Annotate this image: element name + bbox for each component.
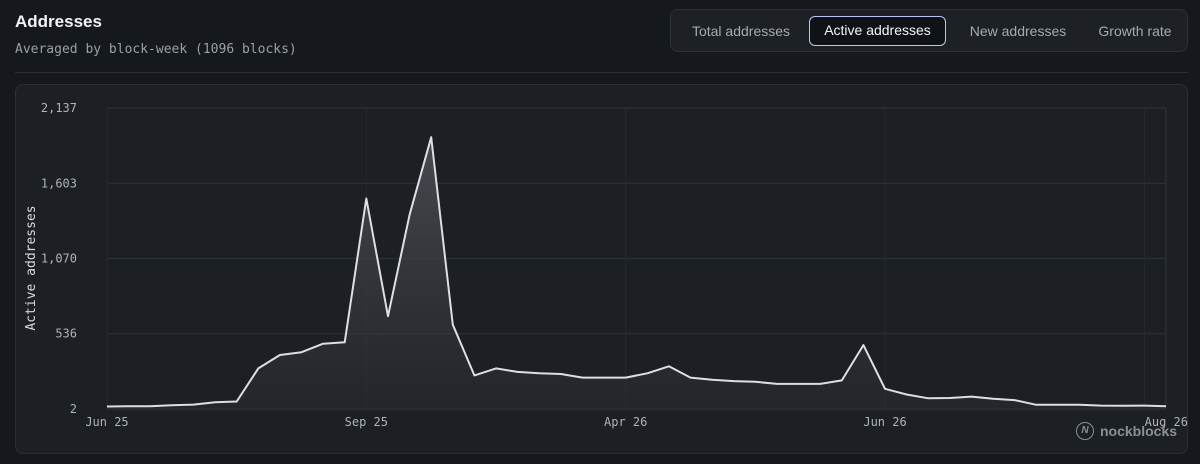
tab-growth-rate[interactable]: Growth rate bbox=[1098, 23, 1172, 39]
tab-active-addresses[interactable]: Active addresses bbox=[809, 16, 946, 46]
x-tick-label: Jun 26 bbox=[863, 415, 906, 429]
chart-header: Addresses Averaged by block-week (1096 b… bbox=[15, 12, 297, 57]
header-divider bbox=[15, 72, 1188, 73]
nockblocks-logo-icon: N bbox=[1076, 422, 1094, 440]
x-tick-label: Jun 25 bbox=[85, 415, 128, 429]
tab-new-addresses[interactable]: New addresses bbox=[969, 23, 1067, 39]
metric-tabs: Total addresses Active addresses New add… bbox=[670, 9, 1188, 52]
x-tick-label: Aug 26 bbox=[1145, 415, 1188, 429]
y-axis-label: Active addresses bbox=[24, 205, 39, 330]
y-tick-label: 536 bbox=[55, 327, 77, 341]
y-tick-label: 2,137 bbox=[41, 101, 77, 115]
series-area bbox=[107, 137, 1166, 409]
y-tick-label: 1,070 bbox=[41, 251, 77, 265]
watermark: N nockblocks bbox=[1076, 420, 1177, 442]
watermark-text: nockblocks bbox=[1100, 423, 1178, 439]
page-title: Addresses bbox=[15, 12, 102, 31]
page-subtitle: Averaged by block-week (1096 blocks) bbox=[15, 42, 297, 57]
y-tick-label: 1,603 bbox=[41, 176, 77, 190]
y-tick-label: 2 bbox=[70, 402, 77, 416]
tab-total-addresses[interactable]: Total addresses bbox=[691, 23, 791, 39]
x-tick-label: Sep 25 bbox=[345, 415, 388, 429]
x-tick-label: Apr 26 bbox=[604, 415, 647, 429]
series-line bbox=[106, 136, 1167, 408]
